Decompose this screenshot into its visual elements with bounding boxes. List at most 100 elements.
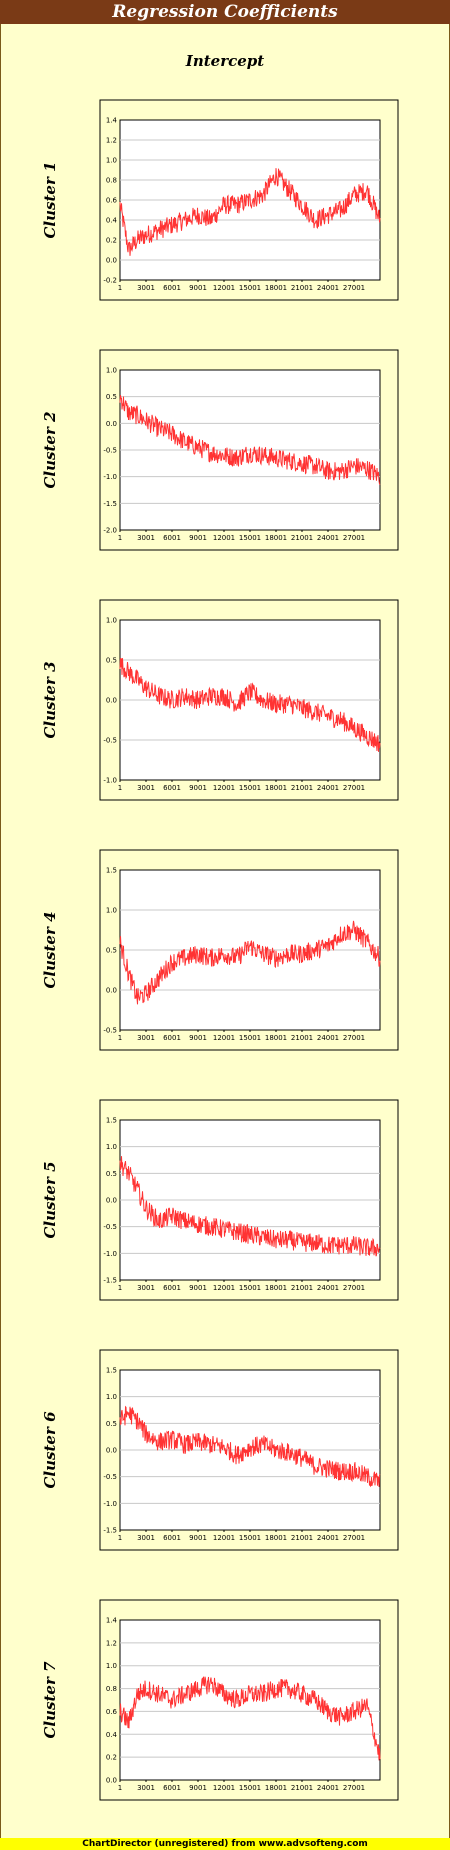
cluster-label: Cluster 3 [41, 661, 59, 738]
y-tick-label: 1.0 [106, 1143, 117, 1151]
x-tick-label: 1 [118, 1784, 122, 1792]
y-tick-label: 1.4 [106, 1617, 118, 1625]
x-tick-label: 24001 [317, 284, 339, 292]
x-tick-label: 27001 [343, 784, 365, 792]
x-tick-label: 3001 [137, 784, 155, 792]
x-tick-label: 12001 [213, 1284, 235, 1292]
x-tick-label: 6001 [163, 1034, 181, 1042]
y-tick-label: -0.5 [103, 737, 117, 745]
y-tick-label: 0.6 [106, 1708, 118, 1716]
x-tick-label: 24001 [317, 534, 339, 542]
y-tick-label: 1.0 [106, 1393, 117, 1401]
cluster-label: Cluster 7 [41, 1661, 59, 1739]
y-tick-label: -1.0 [103, 777, 117, 785]
y-tick-label: 1.4 [106, 117, 118, 125]
x-tick-label: 6001 [163, 1534, 181, 1542]
y-tick-label: 0.2 [106, 1754, 117, 1762]
y-tick-label: -1.5 [103, 1277, 117, 1285]
x-tick-label: 9001 [189, 284, 207, 292]
x-tick-label: 27001 [343, 1534, 365, 1542]
x-tick-label: 15001 [239, 534, 261, 542]
y-tick-label: -0.5 [103, 1473, 117, 1481]
x-tick-label: 9001 [189, 1034, 207, 1042]
cluster-label: Cluster 4 [41, 911, 59, 988]
y-tick-label: 1.0 [106, 157, 117, 165]
x-tick-label: 15001 [239, 284, 261, 292]
x-tick-label: 9001 [189, 1284, 207, 1292]
x-tick-label: 27001 [343, 1784, 365, 1792]
x-tick-label: 12001 [213, 1534, 235, 1542]
y-tick-label: 0.2 [106, 237, 117, 245]
x-tick-label: 18001 [265, 784, 287, 792]
series-line [119, 1676, 381, 1761]
x-tick-label: 1 [118, 1534, 122, 1542]
cluster-label: Cluster 5 [41, 1161, 59, 1238]
cluster-panel: -0.2 0.0 0.2 0.4 0.6 0.8 1.0 1.2 1.4 1 3001 6001 900… [41, 99, 399, 301]
x-tick-label: 3001 [137, 1284, 155, 1292]
y-tick-label: -2.0 [103, 527, 117, 535]
x-tick-label: 21001 [291, 534, 313, 542]
y-tick-label: 1.0 [106, 907, 117, 915]
y-tick-label: -1.0 [103, 1500, 117, 1508]
x-tick-label: 24001 [317, 1284, 339, 1292]
y-tick-label: 0.5 [106, 1170, 117, 1178]
y-tick-label: 0.0 [106, 1447, 117, 1455]
x-tick-label: 1 [118, 784, 122, 792]
y-tick-label: 0.0 [106, 1777, 117, 1785]
y-tick-label: 1.2 [106, 1639, 117, 1647]
x-tick-label: 18001 [265, 284, 287, 292]
y-tick-label: -1.0 [103, 1250, 117, 1258]
x-tick-label: 27001 [343, 1034, 365, 1042]
x-tick-label: 21001 [291, 1784, 313, 1792]
cluster-label: Cluster 6 [41, 1411, 59, 1489]
x-tick-label: 6001 [163, 1284, 181, 1292]
cluster-panel: -1.5 -1.0 -0.5 0.0 0.5 1.0 1.5 1 3001 6001 9001 120… [41, 1099, 399, 1301]
x-tick-label: 18001 [265, 1784, 287, 1792]
x-tick-label: 1 [118, 284, 122, 292]
y-tick-label: 0.0 [106, 1197, 117, 1205]
x-tick-label: 6001 [163, 784, 181, 792]
y-tick-label: 1.5 [106, 867, 117, 875]
cluster-panel: -1.0 -0.5 0.0 0.5 1.0 1 3001 6001 9001 12001 15001… [41, 599, 399, 801]
x-tick-label: 3001 [137, 1034, 155, 1042]
x-tick-label: 21001 [291, 284, 313, 292]
x-tick-label: 21001 [291, 1284, 313, 1292]
x-tick-label: 9001 [189, 1534, 207, 1542]
x-tick-label: 15001 [239, 1534, 261, 1542]
y-tick-label: 0.5 [106, 393, 117, 401]
chart-title: Regression Coefficients [0, 0, 450, 24]
x-tick-label: 9001 [189, 784, 207, 792]
y-tick-label: 0.0 [106, 697, 117, 705]
y-tick-label: -1.0 [103, 473, 117, 481]
x-tick-label: 9001 [189, 1784, 207, 1792]
series-line [119, 168, 381, 256]
y-tick-label: 0.5 [106, 1420, 117, 1428]
y-tick-label: 0.6 [106, 197, 118, 205]
x-tick-label: 15001 [239, 1784, 261, 1792]
x-tick-label: 12001 [213, 784, 235, 792]
y-tick-label: 0.8 [106, 177, 117, 185]
y-tick-label: -1.5 [103, 500, 117, 508]
y-tick-label: 1.0 [106, 617, 117, 625]
x-tick-label: 1 [118, 1034, 122, 1042]
x-tick-label: 27001 [343, 534, 365, 542]
x-tick-label: 18001 [265, 1534, 287, 1542]
x-tick-label: 24001 [317, 1534, 339, 1542]
y-tick-label: 0.0 [106, 420, 117, 428]
series-line [119, 1156, 381, 1257]
y-tick-label: 1.5 [106, 1367, 117, 1375]
x-tick-label: 3001 [137, 534, 155, 542]
x-tick-label: 15001 [239, 1284, 261, 1292]
x-tick-label: 18001 [265, 1284, 287, 1292]
y-tick-label: 0.8 [106, 1685, 117, 1693]
y-tick-label: 1.0 [106, 367, 117, 375]
chart-subtitle: Intercept [185, 52, 265, 70]
cluster-label: Cluster 1 [41, 161, 59, 238]
cluster-panel: 0.0 0.2 0.4 0.6 0.8 1.0 1.2 1.4 1 3001 6001 9001 120… [41, 1599, 399, 1801]
y-tick-label: 0.4 [106, 1731, 118, 1739]
x-tick-label: 27001 [343, 1284, 365, 1292]
cluster-panel: -1.5 -1.0 -0.5 0.0 0.5 1.0 1.5 1 3001 6001 9001 120… [41, 1349, 399, 1551]
x-tick-label: 1 [118, 1284, 122, 1292]
x-tick-label: 21001 [291, 784, 313, 792]
x-tick-label: 18001 [265, 534, 287, 542]
